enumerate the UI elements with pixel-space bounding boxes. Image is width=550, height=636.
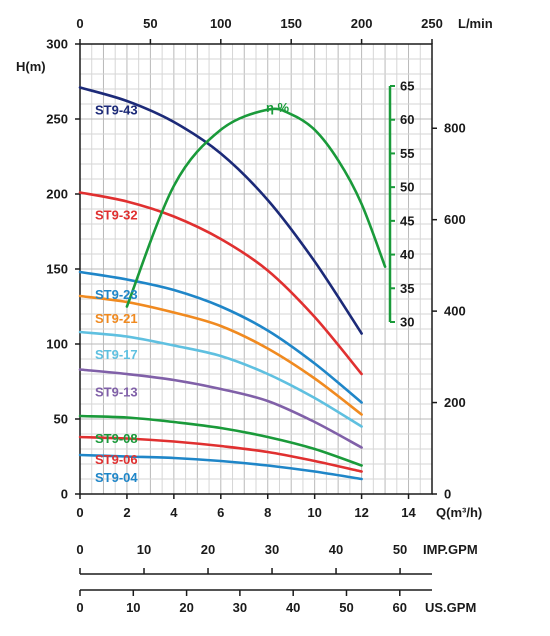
lmin-tick-label: 150 bbox=[280, 16, 302, 31]
h-tick-label: 100 bbox=[46, 337, 68, 352]
h-tick-label: 200 bbox=[46, 187, 68, 202]
h-tick-label: 300 bbox=[46, 37, 68, 52]
ft-tick-label: 800 bbox=[444, 121, 466, 136]
ft-tick-label: 0 bbox=[444, 487, 451, 502]
h-tick-label: 250 bbox=[46, 112, 68, 127]
us-gpm-tick-label: 40 bbox=[286, 600, 300, 615]
imp-gpm-tick-label: 10 bbox=[137, 542, 151, 557]
grid bbox=[79, 43, 433, 495]
curves bbox=[78, 86, 387, 481]
efficiency-tick-label: 45 bbox=[400, 213, 414, 228]
us-gpm-tick-label: 50 bbox=[339, 600, 353, 615]
curve-st9-17 bbox=[78, 330, 363, 428]
h-tick-label: 0 bbox=[61, 487, 68, 502]
imp-gpm-tick-label: 50 bbox=[393, 542, 407, 557]
curve-st9-32 bbox=[78, 191, 363, 376]
curve-st9-06 bbox=[78, 435, 363, 473]
imp-gpm-tick-label: 30 bbox=[265, 542, 279, 557]
imp-gpm-tick-label: 40 bbox=[329, 542, 343, 557]
curve-st9-08 bbox=[78, 414, 363, 467]
lmin-tick-label: 0 bbox=[76, 16, 83, 31]
lmin-tick-label: 50 bbox=[143, 16, 157, 31]
imp-gpm-tick-label: 0 bbox=[76, 542, 83, 557]
q-tick-label: 0 bbox=[76, 505, 83, 520]
efficiency-tick-label: 50 bbox=[400, 180, 414, 195]
q-tick-label: 8 bbox=[264, 505, 271, 520]
ft-tick-label: 200 bbox=[444, 395, 466, 410]
curve-label-st9-43: ST9-43 bbox=[95, 103, 138, 118]
curve-label-st9-08: ST9-08 bbox=[95, 431, 138, 446]
curve-st9-13 bbox=[78, 368, 363, 449]
q-tick-label: 6 bbox=[217, 505, 224, 520]
lmin-tick-label: 100 bbox=[210, 16, 232, 31]
curve-label-st9-21: ST9-21 bbox=[95, 311, 138, 326]
ft-tick-label: 400 bbox=[444, 304, 466, 319]
curve-label-st9-32: ST9-32 bbox=[95, 208, 138, 223]
efficiency-tick-label: 60 bbox=[400, 112, 414, 127]
q-tick-label: 4 bbox=[170, 505, 178, 520]
curve-st9-21 bbox=[78, 294, 363, 416]
curve-st9-23 bbox=[78, 270, 363, 404]
us-gpm-axis-label: US.GPM bbox=[425, 600, 476, 615]
q-tick-label: 14 bbox=[401, 505, 416, 520]
efficiency-tick-label: 40 bbox=[400, 247, 414, 262]
efficiency-tick-label: 55 bbox=[400, 146, 414, 161]
curve-st9-43 bbox=[78, 86, 363, 335]
curve-efficiency bbox=[125, 107, 387, 308]
us-gpm-tick-label: 30 bbox=[233, 600, 247, 615]
ft-tick-label: 600 bbox=[444, 212, 466, 227]
q-axis-label: Q(m³/h) bbox=[436, 505, 482, 520]
q-tick-label: 10 bbox=[307, 505, 321, 520]
efficiency-tick-label: 30 bbox=[400, 315, 414, 330]
h-tick-label: 50 bbox=[54, 412, 68, 427]
lmin-tick-label: 250 bbox=[421, 16, 443, 31]
efficiency-tick-label: 35 bbox=[400, 281, 414, 296]
us-gpm-tick-label: 10 bbox=[126, 600, 140, 615]
q-tick-label: 2 bbox=[123, 505, 130, 520]
curve-label-st9-06: ST9-06 bbox=[95, 452, 138, 467]
h-tick-label: 150 bbox=[46, 262, 68, 277]
us-gpm-tick-label: 20 bbox=[179, 600, 193, 615]
curve-label-st9-23: ST9-23 bbox=[95, 287, 138, 302]
efficiency-tick-label: 65 bbox=[400, 79, 414, 94]
us-gpm-tick-label: 0 bbox=[76, 600, 83, 615]
curve-labels: ST9-43 ST9-32 ST9-23 ST9-21 ST9-17 ST9-13 ST9-… bbox=[95, 100, 290, 485]
curve-label-st9-17: ST9-17 bbox=[95, 347, 138, 362]
curve-st9-04 bbox=[78, 453, 363, 481]
efficiency-curve-label: η % bbox=[266, 100, 290, 115]
curve-label-st9-13: ST9-13 bbox=[95, 385, 138, 400]
lmin-tick-label: 200 bbox=[351, 16, 373, 31]
imp-gpm-tick-label: 20 bbox=[201, 542, 215, 557]
lmin-axis-label: L/min bbox=[458, 16, 493, 31]
us-gpm-tick-label: 60 bbox=[393, 600, 407, 615]
q-tick-label: 12 bbox=[354, 505, 368, 520]
imp-gpm-axis-label: IMP.GPM bbox=[423, 542, 478, 557]
h-axis-label: H(m) bbox=[16, 59, 46, 74]
curve-label-st9-04: ST9-04 bbox=[95, 470, 138, 485]
